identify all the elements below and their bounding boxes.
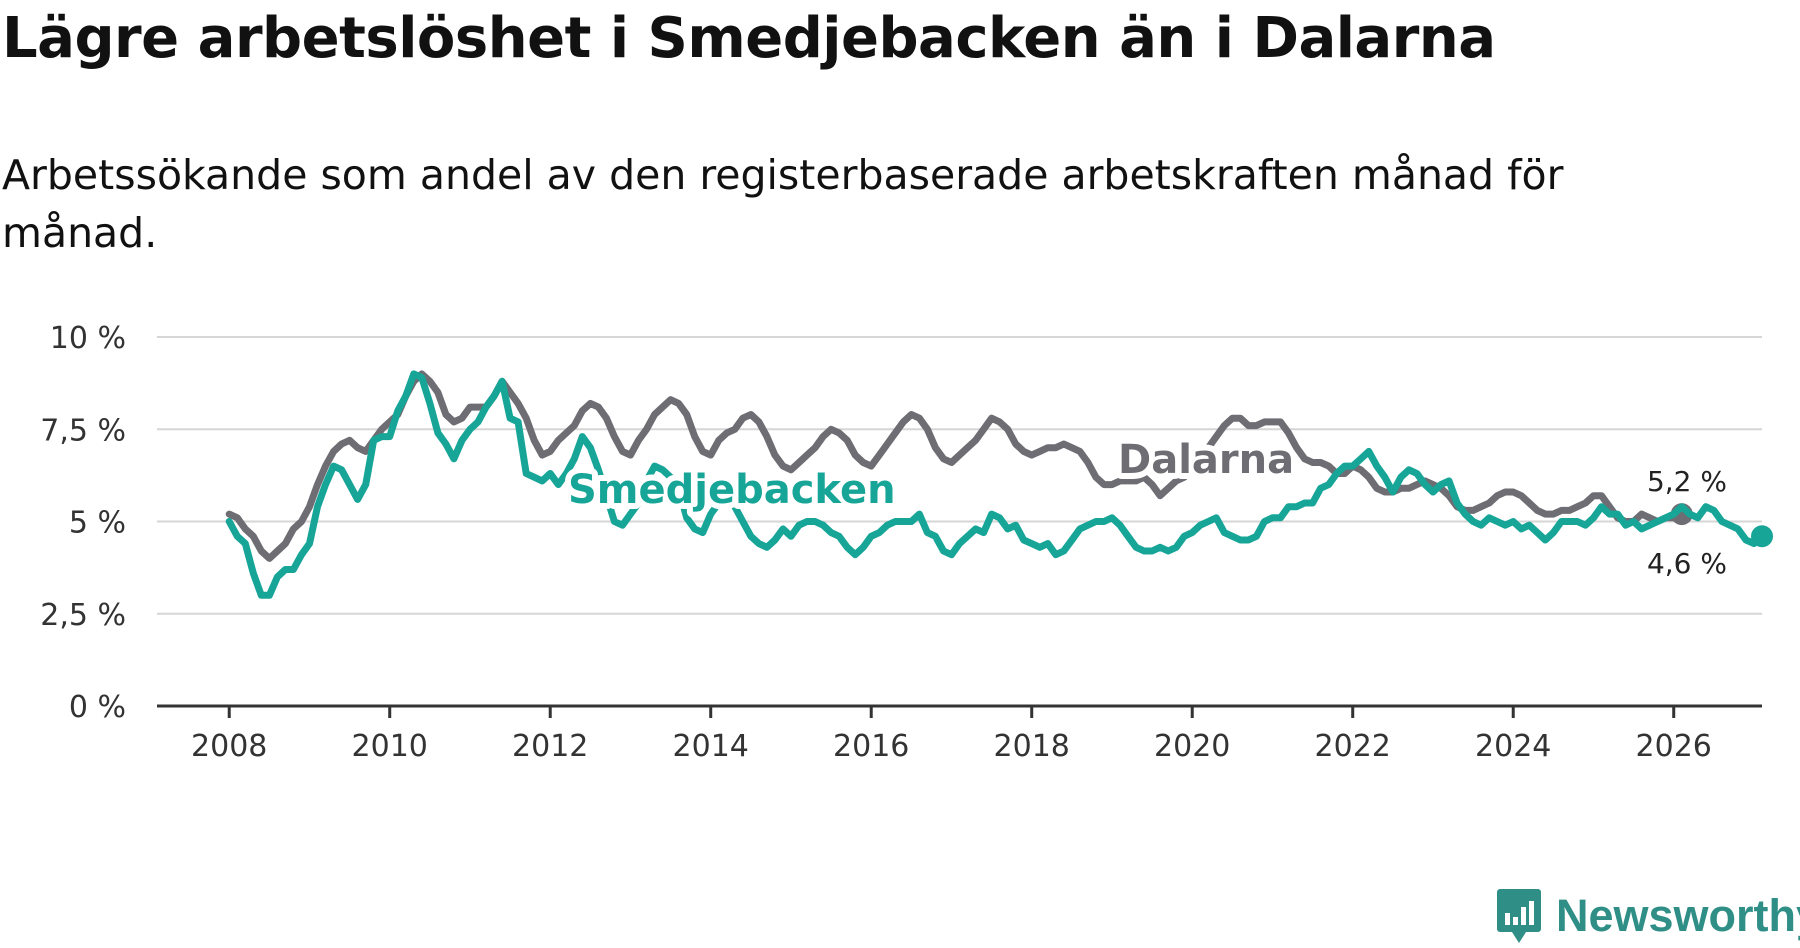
series-line-dalarna (225, 370, 1686, 562)
y-tick-label: 10 % (50, 321, 126, 356)
y-tick-label: 0 % (69, 690, 126, 725)
x-tick-label: 2008 (191, 729, 267, 764)
series-lines (225, 370, 1773, 599)
end-point-smedjebacken (1751, 525, 1773, 548)
x-tick-label: 2016 (833, 729, 909, 764)
x-tick-label: 2022 (1315, 729, 1391, 764)
gridlines (157, 336, 1762, 615)
x-tick-label: 2010 (352, 729, 428, 764)
chart-title: Lägre arbetslöshet i Smedjebacken än i D… (2, 6, 1496, 71)
brand-name: Newsworthy (1556, 890, 1800, 941)
end-label-dalarna-halo: 5,2 % (1647, 465, 1727, 498)
series-label-smedjebacken: Smedjebacken (568, 467, 896, 513)
y-tick-label: 2,5 % (40, 598, 126, 633)
end-label-smedjebacken-halo: 4,6 % (1647, 547, 1727, 580)
series-label-dalarna-halo: Dalarna (1118, 437, 1294, 483)
end-label-smedjebacken: 4,6 % (1647, 547, 1727, 580)
chart-subtitle: Arbetssökande som andel av den registerb… (2, 151, 1564, 257)
series-label-dalarna: Dalarna (1118, 437, 1294, 483)
x-tick-label: 2024 (1475, 729, 1551, 764)
y-tick-label: 5 % (69, 506, 126, 541)
y-tick-label: 7,5 % (40, 413, 126, 448)
series-line-smedjebacken (225, 370, 1766, 599)
x-tick-label: 2020 (1154, 729, 1230, 764)
newsworthy-logo: Newsworthy (1496, 886, 1800, 946)
bar-chart-badge-icon (1497, 889, 1541, 943)
end-label-dalarna: 5,2 % (1647, 465, 1727, 498)
x-tick-label: 2012 (512, 729, 588, 764)
x-tick-label: 2026 (1636, 729, 1712, 764)
x-tick-label: 2014 (673, 729, 749, 764)
x-tick-label: 2018 (994, 729, 1070, 764)
y-axis-ticks: 0 % 2,5 % 5 % 7,5 % 10 % (40, 321, 126, 725)
x-axis-ticks: 2008 2010 2012 2014 2016 2018 2020 2022 2024 2026 (157, 704, 1762, 764)
series-label-smedjebacken-halo: Smedjebacken (568, 467, 896, 513)
